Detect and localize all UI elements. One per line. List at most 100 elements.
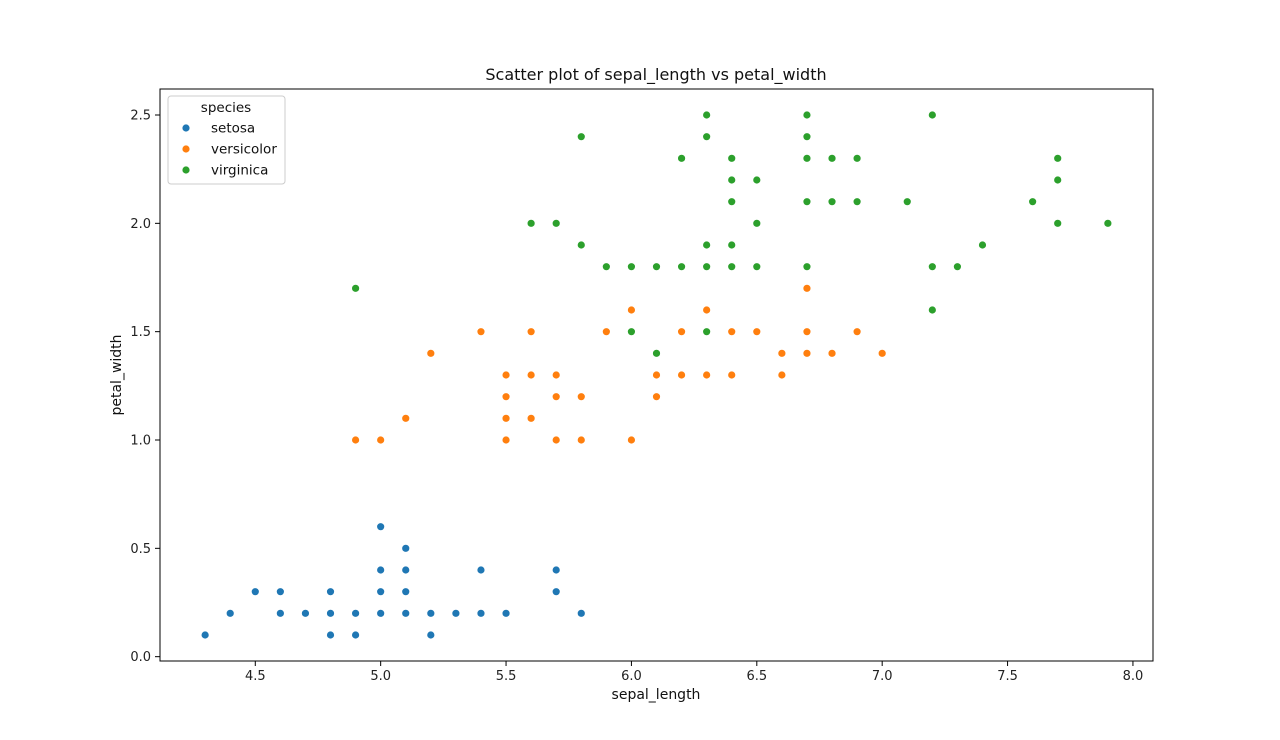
point-virginica <box>652 262 661 272</box>
x-tick-label: 8.0 <box>1123 669 1144 684</box>
x-tick-label: 6.5 <box>746 669 767 684</box>
point-versicolor <box>476 327 486 337</box>
point-versicolor <box>852 327 862 337</box>
point-virginica <box>351 283 360 293</box>
point-versicolor <box>877 348 887 358</box>
x-axis: 4.5 5.0 5.5 6.0 6.5 7.0 7.5 8.0 <box>245 661 1143 684</box>
point-versicolor <box>652 392 661 402</box>
point-virginica <box>927 262 937 272</box>
point-versicolor <box>401 413 411 423</box>
point-versicolor <box>802 283 812 293</box>
point-setosa <box>376 522 386 532</box>
x-tick-label: 7.5 <box>997 669 1018 684</box>
point-versicolor <box>551 392 561 402</box>
point-setosa <box>326 630 335 640</box>
point-setosa <box>551 587 561 597</box>
point-virginica <box>576 240 586 250</box>
point-setosa <box>376 608 386 618</box>
point-versicolor <box>627 305 636 315</box>
point-virginica <box>727 240 737 250</box>
point-versicolor <box>501 370 511 380</box>
point-setosa <box>576 608 586 618</box>
point-virginica <box>902 197 912 207</box>
point-setosa <box>426 630 436 640</box>
point-virginica <box>752 262 762 272</box>
point-versicolor <box>526 370 536 380</box>
point-versicolor <box>526 327 536 337</box>
y-axis: 0.0 0.5 1.0 1.5 2.0 2.5 <box>130 109 160 665</box>
point-virginica <box>576 132 586 142</box>
point-versicolor <box>576 392 586 402</box>
point-versicolor <box>501 392 511 402</box>
x-tick-label: 4.5 <box>245 669 266 684</box>
point-virginica <box>702 262 712 272</box>
point-versicolor <box>702 305 712 315</box>
point-setosa <box>275 587 285 597</box>
point-virginica <box>1053 153 1063 163</box>
point-setosa <box>401 543 411 553</box>
point-setosa <box>250 587 260 597</box>
point-virginica <box>627 327 636 337</box>
point-versicolor <box>601 327 611 337</box>
point-versicolor <box>752 327 762 337</box>
x-tick-label: 5.0 <box>370 669 391 684</box>
point-virginica <box>702 240 712 250</box>
point-setosa <box>225 608 235 618</box>
point-versicolor <box>501 413 511 423</box>
point-versicolor <box>627 435 636 445</box>
point-virginica <box>702 110 712 120</box>
point-virginica <box>526 218 536 228</box>
point-virginica <box>802 262 812 272</box>
point-versicolor <box>702 370 712 380</box>
point-versicolor <box>677 327 686 337</box>
point-virginica <box>827 197 837 207</box>
point-versicolor <box>802 327 812 337</box>
point-setosa <box>200 630 210 640</box>
point-setosa <box>476 565 486 575</box>
point-versicolor <box>727 370 737 380</box>
point-virginica <box>827 153 837 163</box>
point-virginica <box>1053 218 1063 228</box>
y-tick-label: 2.5 <box>130 109 151 124</box>
y-axis-title: petal_width <box>109 334 125 415</box>
point-virginica <box>802 197 812 207</box>
point-setosa <box>351 630 360 640</box>
chart-title: Scatter plot of sepal_length vs petal_wi… <box>485 65 826 85</box>
point-versicolor <box>652 370 661 380</box>
point-virginica <box>727 262 737 272</box>
point-versicolor <box>677 370 686 380</box>
point-versicolor <box>827 348 837 358</box>
point-setosa <box>376 587 386 597</box>
point-setosa <box>275 608 285 618</box>
point-virginica <box>1053 175 1063 185</box>
point-virginica <box>752 175 762 185</box>
data-points <box>200 110 1113 640</box>
point-virginica <box>927 110 937 120</box>
point-virginica <box>727 197 737 207</box>
point-virginica <box>727 175 737 185</box>
point-versicolor <box>777 348 787 358</box>
point-versicolor <box>551 435 561 445</box>
point-setosa <box>326 587 335 597</box>
legend-marker-virginica <box>181 165 191 175</box>
point-setosa <box>426 608 436 618</box>
point-setosa <box>376 565 386 575</box>
point-versicolor <box>802 348 812 358</box>
plot-frame <box>159 88 1154 662</box>
legend-marker-versicolor <box>181 144 191 154</box>
point-virginica <box>953 262 962 272</box>
point-setosa <box>501 608 511 618</box>
point-virginica <box>727 153 737 163</box>
point-setosa <box>401 608 411 618</box>
point-setosa <box>401 565 411 575</box>
point-virginica <box>677 153 686 163</box>
legend-title: species <box>201 100 251 116</box>
point-virginica <box>802 110 812 120</box>
point-virginica <box>852 153 862 163</box>
x-tick-label: 5.5 <box>496 669 517 684</box>
point-setosa <box>451 608 461 618</box>
legend-label-versicolor: versicolor <box>211 142 277 158</box>
point-setosa <box>351 608 360 618</box>
y-tick-label: 1.5 <box>130 325 151 340</box>
